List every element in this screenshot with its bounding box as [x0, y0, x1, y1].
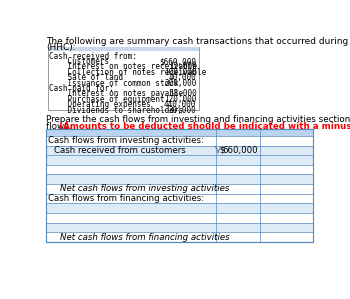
Text: Cash paid for:: Cash paid for: — [49, 84, 114, 93]
Bar — [46, 165, 313, 175]
Bar — [46, 213, 313, 222]
Text: Dividends to shareholders: Dividends to shareholders — [49, 106, 183, 115]
Bar — [46, 129, 313, 242]
Bar — [48, 48, 199, 110]
Text: 660,000: 660,000 — [222, 146, 258, 155]
Text: 40,000: 40,000 — [169, 73, 196, 82]
Bar — [46, 136, 313, 146]
Bar — [46, 146, 313, 155]
Text: Cash received from customers: Cash received from customers — [54, 146, 186, 155]
Text: Purchase of equipment: Purchase of equipment — [49, 95, 165, 104]
Bar — [48, 48, 199, 51]
Text: Collection of notes receivable: Collection of notes receivable — [49, 68, 206, 77]
Text: 120,000: 120,000 — [164, 95, 196, 104]
Text: Customers: Customers — [49, 57, 109, 66]
Bar — [46, 222, 313, 232]
Text: 30,000: 30,000 — [169, 106, 196, 115]
Text: 12,000: 12,000 — [169, 62, 196, 71]
Text: 100,000: 100,000 — [164, 68, 196, 77]
Text: Net cash flows from financing activities: Net cash flows from financing activities — [60, 233, 230, 242]
Text: (HHC):: (HHC): — [46, 43, 76, 52]
Text: Cash flows from financing activities:: Cash flows from financing activities: — [48, 194, 204, 203]
Bar — [46, 194, 313, 203]
Text: 440,000: 440,000 — [164, 100, 196, 109]
Bar — [46, 184, 313, 194]
Text: Issuance of common stock: Issuance of common stock — [49, 79, 179, 88]
Text: flows.: flows. — [46, 122, 74, 131]
Text: $: $ — [220, 146, 225, 155]
Text: $660,000: $660,000 — [160, 57, 196, 66]
Text: Operating expenses: Operating expenses — [49, 100, 151, 109]
Text: 18,000: 18,000 — [169, 89, 196, 98]
Text: (Amounts to be deducted should be indicated with a minus sign.): (Amounts to be deducted should be indica… — [59, 122, 350, 131]
Bar — [46, 155, 313, 165]
Text: Net cash flows from investing activities: Net cash flows from investing activities — [60, 184, 229, 193]
Text: Sale of land: Sale of land — [49, 73, 123, 82]
Text: Interest on notes receivable: Interest on notes receivable — [49, 62, 197, 71]
Bar — [46, 175, 313, 184]
Bar — [46, 232, 313, 242]
Text: Interest on notes payable: Interest on notes payable — [49, 89, 183, 98]
Text: 200,000: 200,000 — [164, 79, 196, 88]
Text: Cash received from:: Cash received from: — [49, 52, 137, 61]
Bar — [46, 203, 313, 213]
Bar — [46, 129, 313, 136]
Text: Prepare the cash flows from investing and financing activities sections of HHC’s: Prepare the cash flows from investing an… — [46, 115, 350, 124]
Text: The following are summary cash transactions that occurred during the year for Hi: The following are summary cash transacti… — [46, 37, 350, 46]
Text: Cash flows from investing activities:: Cash flows from investing activities: — [48, 136, 204, 145]
